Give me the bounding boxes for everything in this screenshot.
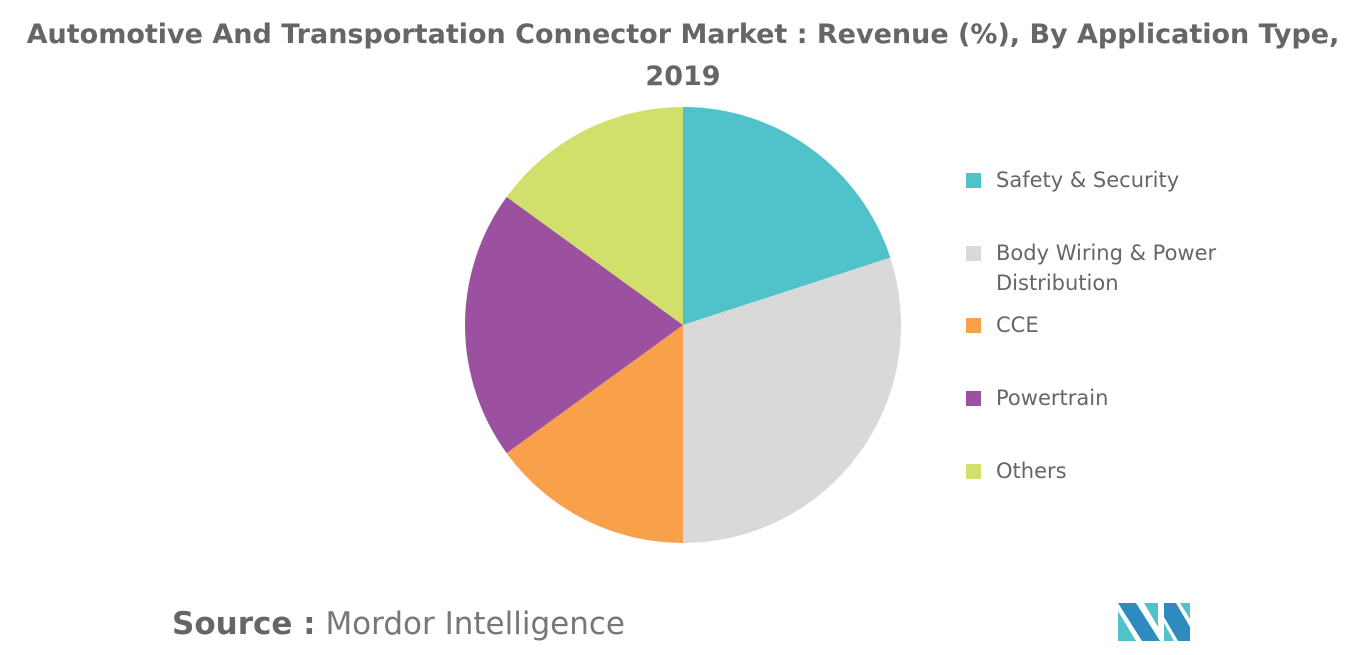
legend-label: CCE	[996, 310, 1256, 340]
pie-slice-safety-security	[683, 107, 891, 325]
legend-label: Others	[996, 456, 1256, 486]
legend-label: Safety & Security	[996, 165, 1256, 195]
chart-title-line2: 2019	[645, 61, 721, 92]
legend-swatch	[966, 318, 981, 333]
legend-label-line: Safety & Security	[996, 168, 1180, 192]
legend-label-line: CCE	[996, 313, 1039, 337]
legend-label: Body Wiring & Power Distribution	[996, 238, 1256, 298]
pie-slice-powertrain	[465, 196, 683, 454]
pie-slice-others	[506, 106, 683, 325]
legend-swatch	[966, 464, 981, 479]
legend-label-line: Powertrain	[996, 386, 1109, 410]
legend-label-line: Body Wiring & Power	[996, 241, 1217, 265]
mordor-intelligence-logo	[1118, 603, 1190, 641]
legend-label-line: Distribution	[996, 271, 1119, 295]
source-text: Mordor Intelligence	[325, 606, 625, 642]
chart-title-line1: Automotive And Transportation Connector …	[26, 19, 1340, 50]
chart-title: Automotive And Transportation Connector …	[0, 14, 1366, 98]
source-note: Source : Mordor Intelligence	[172, 606, 625, 642]
legend-swatch	[966, 391, 981, 406]
legend-swatch	[966, 246, 981, 261]
pie-slice-body-wiring-power-distribution	[683, 257, 901, 543]
pie-slice-cce	[506, 325, 683, 543]
legend-label: Powertrain	[996, 383, 1256, 413]
legend-swatch	[966, 173, 981, 188]
source-label: Source :	[172, 606, 316, 642]
legend-label-line: Others	[996, 459, 1067, 483]
